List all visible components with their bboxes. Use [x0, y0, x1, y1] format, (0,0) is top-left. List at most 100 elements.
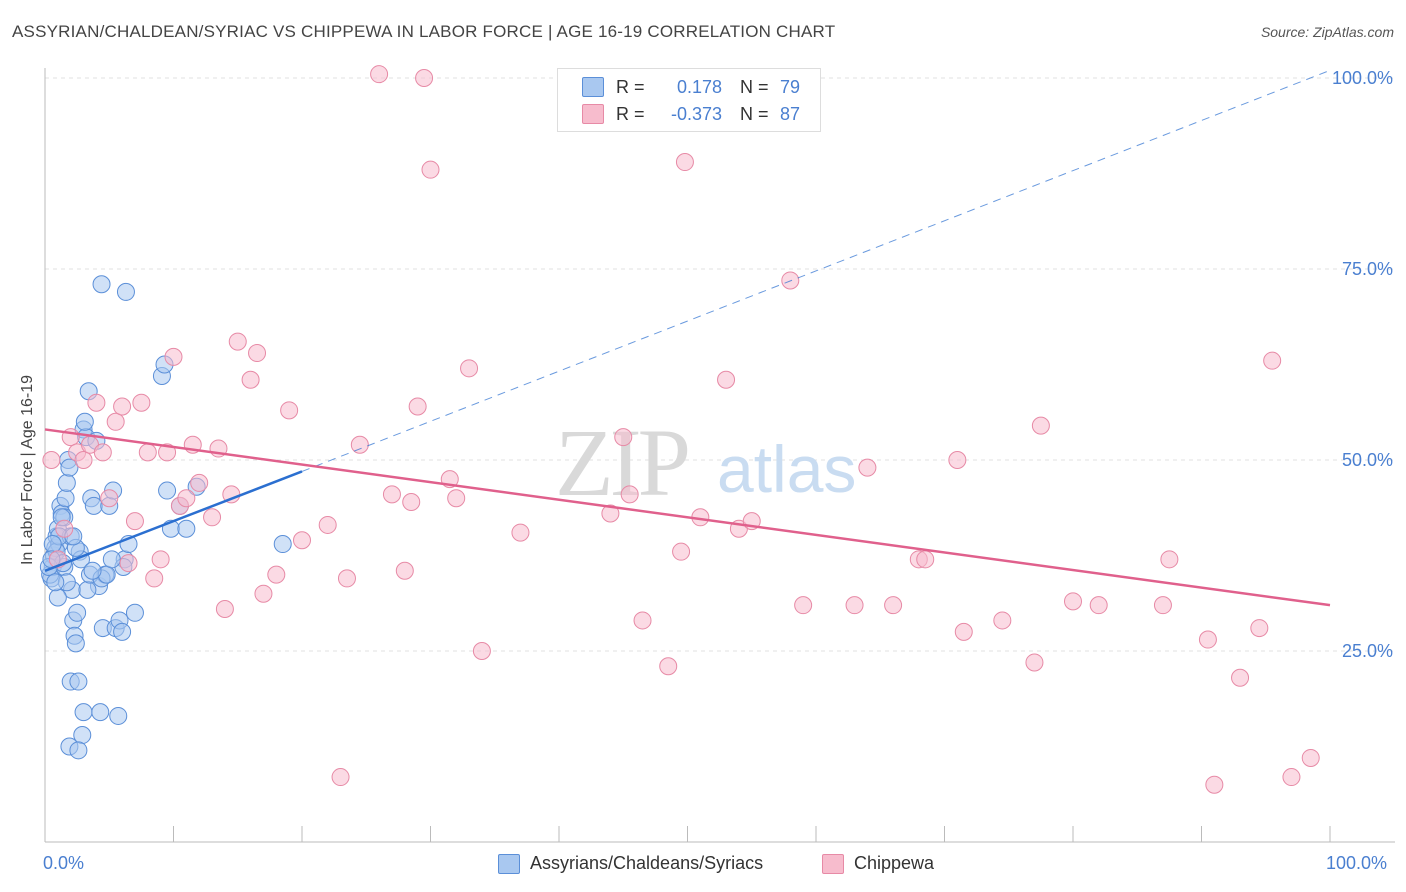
- legend-swatch-pink: [582, 104, 604, 124]
- pink-point: [1231, 668, 1250, 687]
- pink-point: [132, 393, 151, 412]
- pink-point: [1064, 592, 1082, 611]
- blue-point: [125, 603, 144, 622]
- pink-point: [318, 515, 337, 534]
- pink-point: [633, 611, 652, 630]
- pink-point: [993, 611, 1012, 630]
- blue-trend-extension: [301, 69, 1331, 472]
- pink-point: [100, 489, 119, 508]
- blue-point: [66, 634, 85, 653]
- legend-row-pink: R = -0.373 N = 87: [558, 101, 800, 127]
- pink-point: [415, 69, 434, 87]
- pink-point: [408, 397, 427, 416]
- legend-r-value: -0.373: [670, 103, 722, 124]
- pink-point: [614, 428, 633, 447]
- pink-point: [954, 622, 973, 641]
- pink-point: [1205, 775, 1224, 794]
- pink-point: [55, 519, 74, 538]
- stats-legend: R = 0.178 N = 79 R = -0.373 N = 87: [557, 68, 821, 132]
- pink-point: [948, 451, 967, 469]
- pink-point: [203, 508, 222, 527]
- pink-point: [601, 504, 620, 523]
- pink-point: [845, 596, 864, 615]
- series-legend: Assyrians/Chaldeans/Syriacs Chippewa: [0, 853, 1406, 877]
- y-tick-label: 25.0%: [1342, 641, 1393, 661]
- pink-point: [215, 599, 234, 618]
- pink-point: [293, 531, 311, 550]
- blue-point: [116, 282, 135, 301]
- pink-point: [460, 359, 479, 378]
- pink-point: [42, 451, 61, 469]
- blue-point: [92, 275, 111, 294]
- legend-label-chippewa: Chippewa: [854, 853, 935, 873]
- legend-r-label: R =: [616, 76, 645, 97]
- blue-point: [84, 496, 103, 515]
- blue-point: [46, 573, 65, 592]
- pink-point: [74, 451, 93, 469]
- pink-point: [858, 458, 877, 477]
- pink-point: [1198, 630, 1217, 649]
- blue-point: [78, 580, 97, 599]
- blue-point: [109, 706, 128, 725]
- pink-point: [350, 435, 369, 454]
- pink-point: [382, 485, 401, 504]
- pink-point: [138, 443, 157, 462]
- pink-point: [254, 584, 273, 603]
- blue-point: [69, 672, 88, 691]
- legend-r-label: R =: [616, 103, 645, 124]
- y-tick-label: 100.0%: [1332, 68, 1393, 88]
- pink-point: [1160, 550, 1179, 569]
- pink-point: [1153, 596, 1172, 615]
- pink-point: [370, 65, 389, 84]
- pink-point: [113, 397, 132, 416]
- pink-point: [402, 493, 421, 512]
- blue-point: [60, 458, 79, 477]
- legend-n-value: 87: [780, 103, 801, 124]
- blue-point: [74, 703, 93, 722]
- pink-point: [1263, 351, 1282, 370]
- legend-label-assyrians: Assyrians/Chaldeans/Syriacs: [530, 853, 764, 873]
- legend-n-label: N =: [740, 76, 769, 97]
- blue-point: [273, 535, 292, 554]
- legend-swatch-blue: [582, 77, 604, 97]
- blue-point: [113, 622, 132, 641]
- pink-point: [164, 347, 183, 366]
- pink-point: [672, 542, 691, 561]
- legend-row-blue: R = 0.178 N = 79: [558, 74, 800, 100]
- watermark-zip: ZIP: [555, 409, 688, 516]
- pink-point: [151, 550, 170, 569]
- x-tick-label-min: 0.0%: [43, 853, 85, 873]
- blue-point: [102, 550, 121, 569]
- pink-point: [794, 596, 813, 615]
- pink-point: [1025, 653, 1044, 672]
- pink-point: [675, 153, 694, 172]
- pink-point: [87, 393, 106, 412]
- y-tick-label: 50.0%: [1342, 450, 1393, 470]
- legend-swatch-blue: [498, 853, 520, 874]
- pink-point: [119, 554, 138, 573]
- pink-point: [1250, 619, 1269, 638]
- legend-item-assyrians: Assyrians/Chaldeans/Syriacs: [498, 853, 763, 874]
- legend-n-label: N =: [740, 103, 769, 124]
- pink-point: [106, 412, 125, 431]
- pink-point: [177, 489, 196, 508]
- blue-point: [48, 588, 67, 607]
- pink-point: [511, 523, 530, 542]
- blue-point: [43, 535, 62, 554]
- blue-point: [83, 561, 102, 580]
- pink-point: [884, 596, 903, 615]
- blue-point: [56, 489, 75, 508]
- pink-point: [93, 443, 112, 462]
- pink-point: [1089, 596, 1108, 615]
- pink-point: [395, 561, 414, 580]
- pink-point: [248, 344, 267, 363]
- chart-title: ASSYRIAN/CHALDEAN/SYRIAC VS CHIPPEWA IN …: [12, 22, 836, 41]
- blue-trend-line: [44, 470, 303, 572]
- legend-swatch-pink: [822, 853, 844, 874]
- pink-point: [241, 370, 260, 389]
- pink-point: [447, 489, 466, 508]
- blue-point: [158, 481, 177, 500]
- y-tick-label: 75.0%: [1342, 259, 1393, 279]
- pink-point: [267, 565, 286, 584]
- blue-point: [75, 412, 94, 431]
